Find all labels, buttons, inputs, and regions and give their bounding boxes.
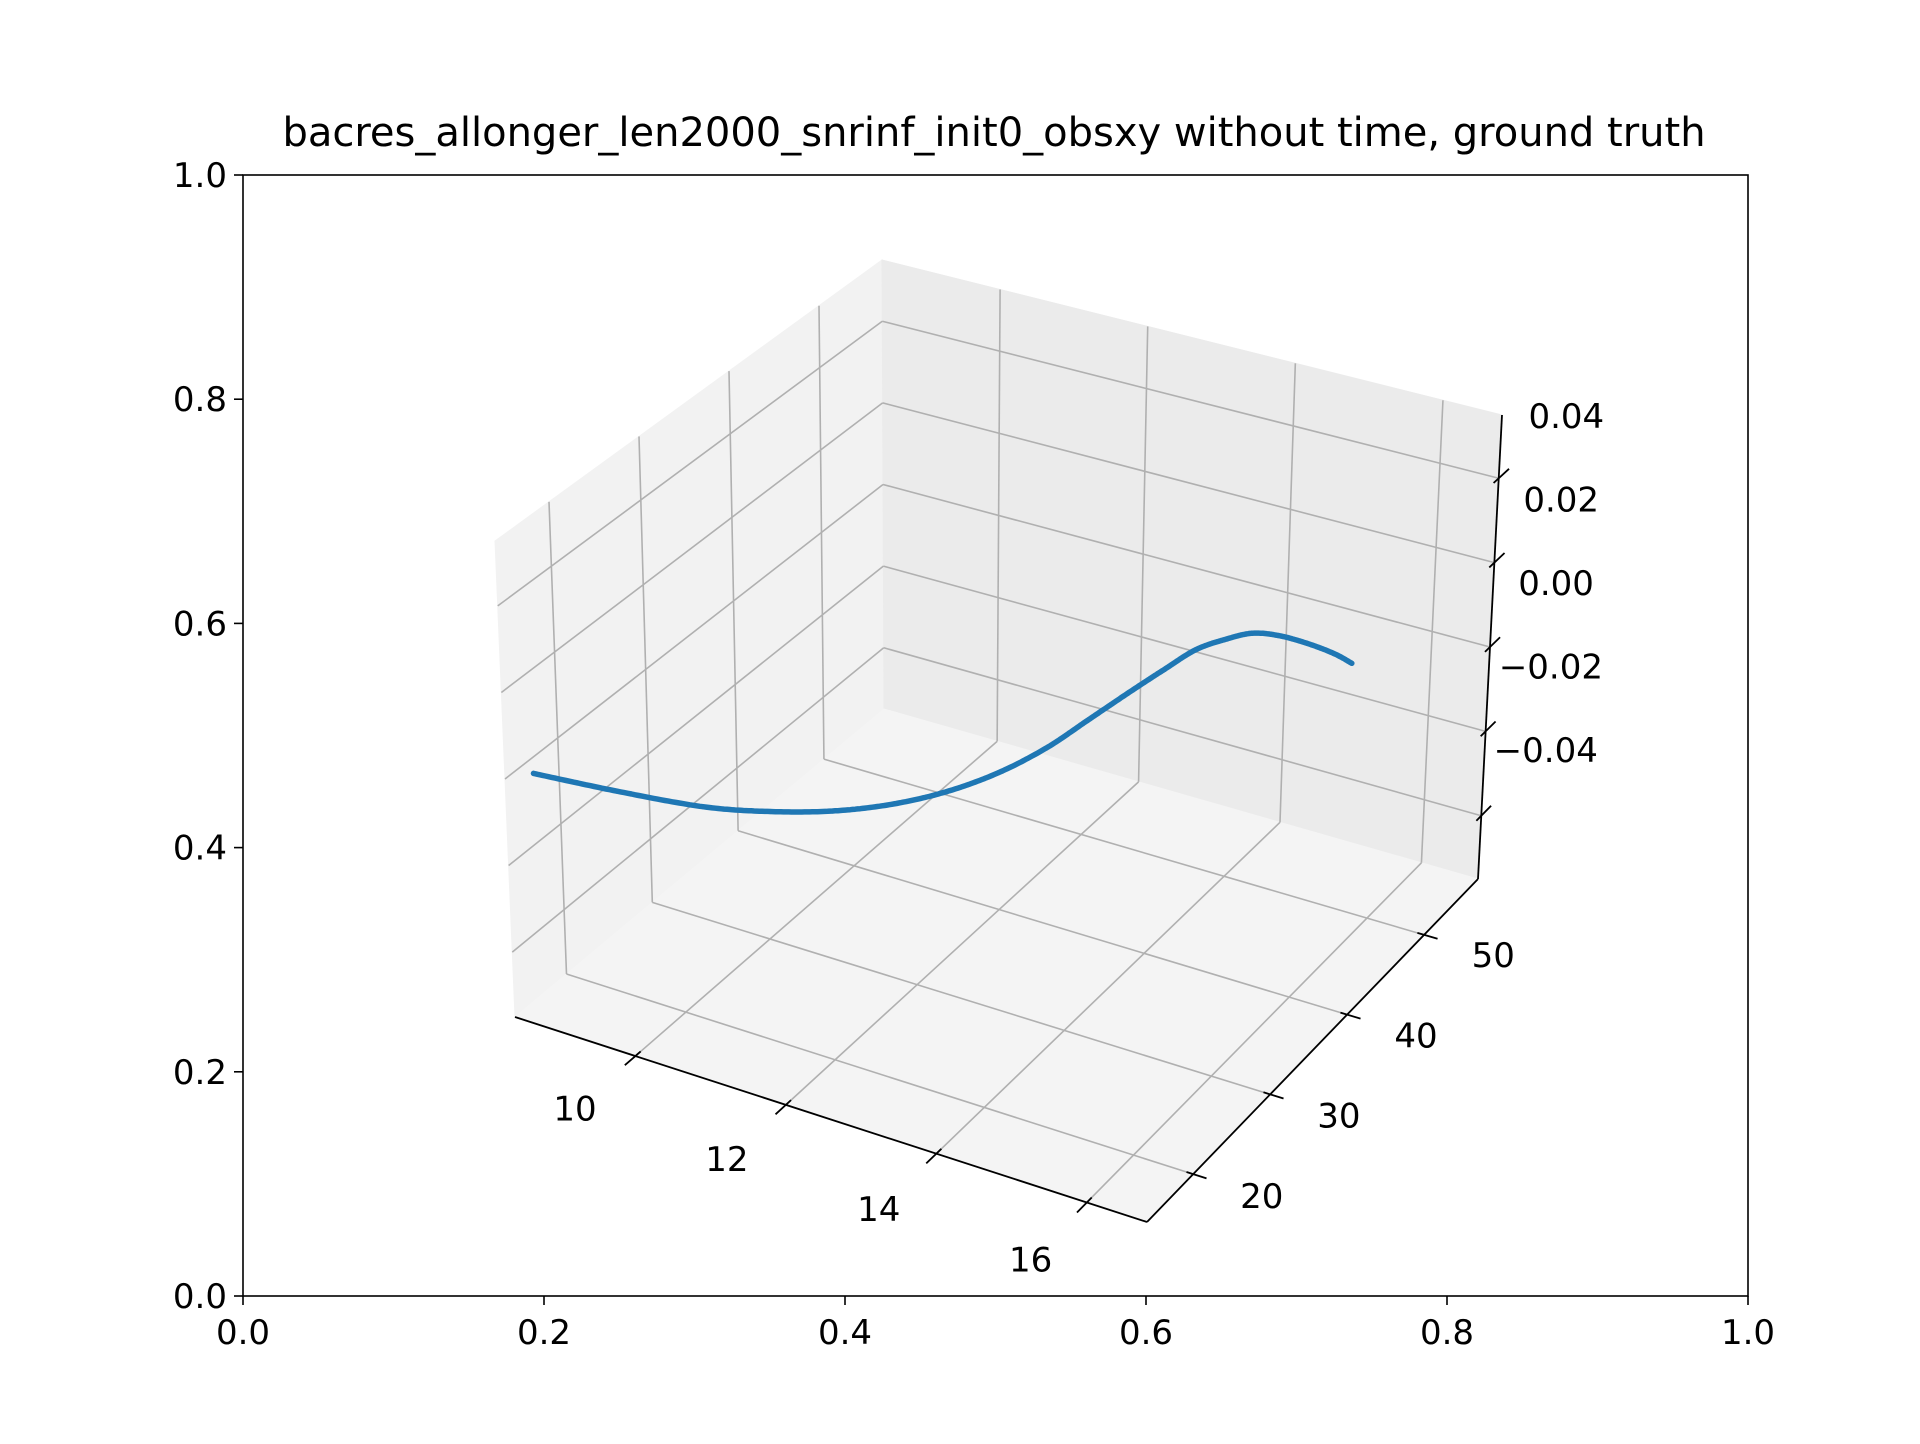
series-0-point [530, 770, 537, 777]
axis3d-y-line [1146, 878, 1479, 1223]
outer-x-tick-label: 0.0 [216, 1313, 270, 1353]
axis3d-z-tick [1475, 805, 1492, 822]
series-0-point [614, 788, 620, 794]
series-0-point [944, 788, 950, 795]
axis3d-x-tick-label: 16 [1009, 1240, 1052, 1280]
series-0-point [1161, 667, 1167, 673]
outer-y-tick-label: 0.8 [173, 380, 227, 420]
grid-z-back [883, 565, 1486, 733]
series-0-point [1349, 660, 1355, 666]
outer-y-tick-label: 0.4 [173, 829, 227, 869]
grid-z-left [511, 647, 885, 953]
axis3d-x-tick [774, 1099, 792, 1115]
series-0-point [1275, 632, 1281, 639]
series-0-point [996, 770, 1002, 776]
outer-x-tick-label: 0.8 [1420, 1313, 1474, 1353]
outer-y-tick-label: 0.6 [173, 604, 227, 644]
axis3d-x-tick-label: 12 [705, 1140, 748, 1180]
grid-z-left [500, 402, 884, 694]
outer-y-tick-label: 1.0 [173, 156, 227, 196]
axis3d-z-tick [1492, 468, 1510, 484]
axis3d-x-tick-label: 10 [553, 1090, 596, 1130]
axes3d-panes [494, 259, 1503, 1223]
series-0-point [1125, 690, 1131, 696]
axis3d-x-line [514, 1016, 1148, 1223]
axis3d-y-tick [1340, 1011, 1361, 1020]
grid-z-back [882, 320, 1499, 480]
outer-x-tick-label: 1.0 [1721, 1313, 1775, 1353]
axis3d-z-tick-label: 0.02 [1523, 480, 1599, 520]
axes3d-grid [497, 289, 1499, 1204]
grid-x-floor [935, 821, 1281, 1155]
series-0-point [1224, 636, 1230, 642]
axis3d-y-tick-label: 50 [1472, 936, 1515, 976]
series-0-point [1331, 651, 1337, 657]
grid-z-left [508, 565, 884, 867]
series-0-point [1084, 718, 1090, 724]
grid-x-floor [785, 781, 1140, 1106]
grid-z-back [883, 647, 1482, 817]
chart-title: bacres_allonger_len2000_snrinf_init0_obs… [282, 110, 1705, 156]
axis3d-z-tick-label: 0.04 [1528, 397, 1604, 437]
outer-axes-frame [242, 174, 1749, 1297]
axis3d-y-tick-label: 30 [1317, 1097, 1360, 1137]
series-0-point [700, 804, 706, 810]
series-0-point [1044, 745, 1050, 751]
axis3d-x-tick-label: 14 [857, 1190, 900, 1230]
outer-y-tick-label: 0.2 [173, 1053, 227, 1093]
series-layer [530, 630, 1355, 815]
axes3d-axis-lines: 10 12 14 16 20 30 40 50 −0.04 −0.02 0.00 0.02 0.04 [514, 397, 1604, 1280]
axis3d-y-tick-label: 20 [1240, 1177, 1283, 1217]
axis3d-y-tick [1417, 932, 1438, 940]
outer-y-tick-label: 0.0 [173, 1277, 227, 1317]
axis3d-x-tick [925, 1148, 942, 1165]
grid-z-left [504, 483, 884, 780]
outer-x-tick-label: 0.4 [818, 1313, 872, 1353]
grid-z-back [882, 483, 1491, 648]
axis3d-z-tick-label: 0.00 [1518, 564, 1594, 604]
axis3d-z-tick-label: −0.04 [1494, 731, 1598, 771]
axis3d-x-tick [1076, 1196, 1093, 1214]
series-0-point [1193, 647, 1199, 653]
axis3d-z-tick [1480, 720, 1497, 737]
axis3d-y-tick-label: 40 [1394, 1016, 1437, 1056]
axis3d-z-tick-label: −0.02 [1499, 648, 1603, 688]
grid-y-floor [652, 901, 1271, 1096]
axis3d-y-tick [1186, 1171, 1207, 1180]
series-0-point [1304, 640, 1310, 647]
series-0-point [1249, 630, 1255, 636]
grid-z-back [882, 402, 1495, 564]
grid-x-floor [1086, 862, 1422, 1204]
outer-x-tick-label: 0.6 [1119, 1313, 1173, 1353]
grid-y-floor [566, 973, 1194, 1175]
axis3d-x-tick [624, 1050, 642, 1066]
series-0-point [767, 808, 773, 815]
series-0-point [830, 808, 836, 814]
axis3d-z-tick [1488, 552, 1506, 569]
outer-x-tick-label: 0.2 [517, 1313, 571, 1353]
grid-y-floor [823, 758, 1425, 936]
outer-axes-ticks: 0.0 0.2 0.4 0.6 0.8 1.0 0.0 0.2 0.4 0.6 0.8 1.0 [173, 156, 1775, 1353]
axis3d-z-tick [1484, 636, 1501, 653]
grid-z-left [497, 320, 883, 607]
series-0-point [889, 801, 895, 807]
axis3d-y-tick [1263, 1091, 1284, 1100]
grid-y-floor [737, 830, 1348, 1016]
